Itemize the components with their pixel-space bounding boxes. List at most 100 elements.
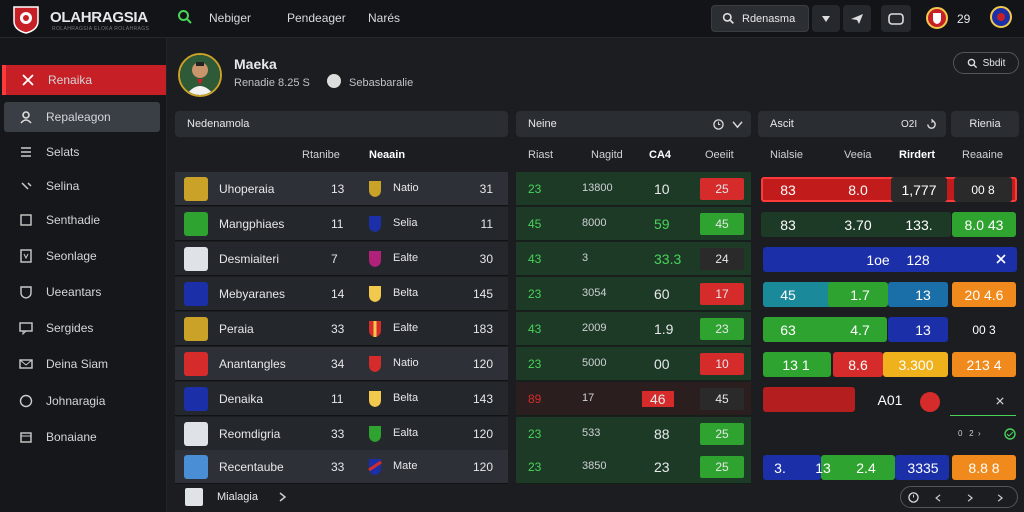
table-row[interactable]: Uhoperaia 13 Natio 31 xyxy=(175,172,508,206)
heat-row[interactable]: 45 1.7 13 20 4.6 xyxy=(758,277,1020,311)
sidebar-item-deina-siam[interactable]: Deina Siam xyxy=(4,349,160,379)
heat-value: 213 4 xyxy=(952,352,1016,377)
player-score: 30 xyxy=(479,252,493,266)
heat-row[interactable]: 83 8.0 1,777 00 8 xyxy=(758,172,1020,206)
heat-row[interactable]: 13 1 8.6 3.300 213 4 xyxy=(758,347,1020,381)
table-row[interactable]: Mangphiaes 11 Selia 11 xyxy=(175,207,508,241)
footer-row[interactable]: Mialagia xyxy=(175,485,508,509)
stats-row[interactable]: 45 8000 59 45 xyxy=(516,207,751,241)
col-header[interactable]: Nialsie xyxy=(770,149,804,161)
sidebar-item-selina[interactable]: Selina xyxy=(4,171,160,201)
col-header[interactable]: Neaain xyxy=(369,149,406,161)
col-header[interactable]: Veeia xyxy=(844,149,872,161)
brand-tagline: ROLAHRAGSIA ELOKA ROLAHRAGS xyxy=(52,26,150,32)
stats-row[interactable]: 43 2009 1.9 23 xyxy=(516,312,751,346)
brand-logo-icon[interactable] xyxy=(10,4,42,34)
stats-row[interactable]: 23 3850 23 25 xyxy=(516,450,751,484)
close-icon[interactable] xyxy=(996,254,1006,264)
table-row[interactable]: Desmiaiteri 7 Ealte 30 xyxy=(175,242,508,276)
heat-row[interactable]: A01 xyxy=(758,382,1020,416)
col-header[interactable]: Oeeiit xyxy=(705,149,734,161)
sidebar-item-ueeantars[interactable]: Ueeantars xyxy=(4,277,160,307)
mini-controls[interactable]: 0 2 › xyxy=(958,429,981,438)
heat-row[interactable]: 0 2 › xyxy=(758,417,1020,451)
heat-row[interactable]: 3. 13 2.4 3335 8.8 8 xyxy=(758,450,1020,484)
sidebar-item-johnaragia[interactable]: Johnaragia xyxy=(4,386,160,416)
player-name: Mebyaranes xyxy=(219,287,286,301)
table-row[interactable]: Peraia 33 Ealte 183 xyxy=(175,312,508,346)
pager[interactable] xyxy=(900,486,1018,508)
refresh-icon[interactable] xyxy=(926,119,937,130)
heat-value: 128 xyxy=(906,251,930,268)
stats-row[interactable]: 43 3 33.3 24 xyxy=(516,242,751,276)
stat-a: 23 xyxy=(528,427,542,441)
chevron-right-icon[interactable] xyxy=(279,492,287,502)
col-header[interactable]: Riast xyxy=(528,149,554,161)
close-icon[interactable] xyxy=(996,397,1004,405)
nav-item-1[interactable]: Nebiger xyxy=(209,11,252,25)
sidebar-item-selats[interactable]: Selats xyxy=(4,137,160,167)
footer-label: Mialagia xyxy=(217,491,258,503)
record-dot-icon[interactable] xyxy=(920,392,940,412)
col-header[interactable]: Rtanibe xyxy=(302,149,340,161)
stat-b: 3 xyxy=(582,252,589,264)
col-header[interactable]: Rirdert xyxy=(899,149,936,161)
col-header[interactable]: Nagitd xyxy=(591,149,623,161)
heat-value: 3.300 xyxy=(898,356,934,373)
stats-row[interactable]: 89 17 46 45 xyxy=(516,382,751,416)
chevron-left-icon[interactable] xyxy=(935,494,942,502)
right-panel-button-label: Rienia xyxy=(969,118,1001,130)
chevron-right-icon[interactable] xyxy=(997,494,1004,502)
table-row[interactable]: Reomdigria 33 Ealta 120 xyxy=(175,417,508,451)
club-crest-icon xyxy=(369,286,381,302)
chevron-down-icon[interactable] xyxy=(732,120,743,129)
stat-a: 89 xyxy=(528,392,542,406)
heat-bar xyxy=(888,282,948,307)
ball-icon xyxy=(327,74,341,88)
heat-row[interactable]: 83 3.70 133. 8.0 43 xyxy=(758,207,1020,241)
team-flag-icon[interactable] xyxy=(926,7,948,29)
heat-bar xyxy=(763,317,887,342)
sidebar-item-seonlage[interactable]: Seonlage xyxy=(4,241,160,271)
crest-icon xyxy=(997,13,1005,21)
profile-avatar[interactable] xyxy=(178,53,222,97)
clock-icon[interactable] xyxy=(908,492,919,503)
stat-d: 25 xyxy=(700,423,744,445)
top-search-field[interactable]: Rdenasma xyxy=(711,5,809,32)
heat-row[interactable]: 63 4.7 13 00 3 xyxy=(758,312,1020,346)
clock-icon[interactable] xyxy=(713,119,724,130)
stats-row[interactable]: 23 3054 60 17 xyxy=(516,277,751,311)
heat-value: 00 8 xyxy=(954,177,1012,202)
sidebar-item-label: Deina Siam xyxy=(46,357,109,371)
stats-row[interactable]: 23 533 88 25 xyxy=(516,417,751,451)
chat-button[interactable] xyxy=(881,5,911,32)
player-name: Recentaube xyxy=(219,460,284,474)
table-row[interactable]: Mebyaranes 14 Belta 145 xyxy=(175,277,508,311)
stats-row[interactable]: 23 5000 00 10 xyxy=(516,347,751,381)
stats-row[interactable]: 23 13800 10 25 xyxy=(516,172,751,206)
sort-button[interactable]: Sbdit xyxy=(953,52,1019,74)
table-row[interactable]: Anantangles 34 Natio 120 xyxy=(175,347,508,381)
heat-row[interactable]: 1oe 128 xyxy=(758,242,1020,276)
shield-icon xyxy=(933,13,941,24)
chevron-right-icon[interactable] xyxy=(967,494,974,502)
sidebar-item-sergides[interactable]: Sergides xyxy=(4,313,160,343)
sidebar-item-senthadie[interactable]: Senthadie xyxy=(4,205,160,235)
send-button[interactable] xyxy=(843,5,871,32)
search-icon[interactable] xyxy=(177,9,193,25)
col-header[interactable]: CA4 xyxy=(649,149,672,161)
sidebar-item-bonaiane[interactable]: Bonaiane xyxy=(4,422,160,452)
user-avatar[interactable] xyxy=(990,6,1012,28)
nav-item-3[interactable]: Narés xyxy=(368,11,401,25)
right-panel-button[interactable]: Rienia xyxy=(951,111,1019,137)
table-row[interactable]: Recentaube 33 Mate 120 xyxy=(175,450,508,484)
check-icon[interactable] xyxy=(1004,428,1016,440)
dropdown-button[interactable] xyxy=(812,5,840,32)
nav-item-2[interactable]: Pendeager xyxy=(287,11,346,25)
sidebar-item-renaika[interactable]: Renaika xyxy=(2,65,166,95)
table-row[interactable]: Denaika 11 Belta 143 xyxy=(175,382,508,416)
col-header[interactable]: Reaaine xyxy=(962,149,1003,161)
brand-name: OLAHRAGSIA xyxy=(50,9,148,26)
sidebar-item-repaleagon[interactable]: Repaleagon xyxy=(4,102,160,132)
player-value: 11 xyxy=(331,217,344,231)
